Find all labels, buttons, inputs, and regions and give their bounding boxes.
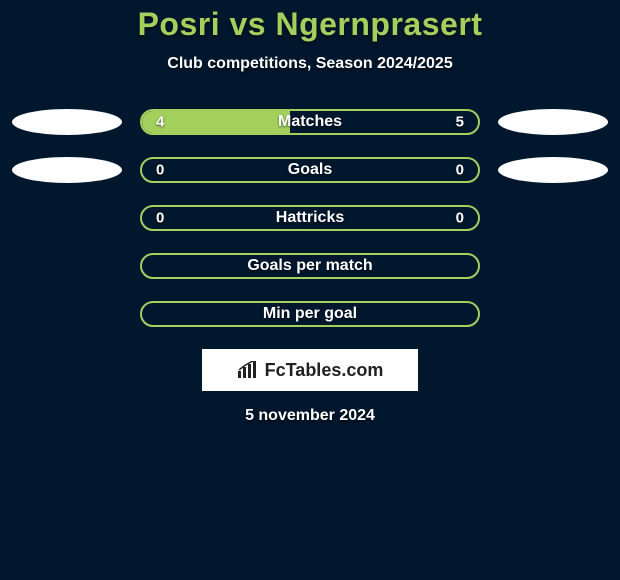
- stat-label: Min per goal: [263, 305, 357, 323]
- stat-bar: 0 Goals 0: [140, 157, 480, 183]
- stat-right-value: 5: [456, 114, 464, 131]
- stat-bar: Min per goal: [140, 301, 480, 327]
- left-spacer: [12, 253, 122, 279]
- page-title: Posri vs Ngernprasert: [0, 6, 620, 43]
- left-ellipse: [12, 157, 122, 183]
- stat-row: 0 Goals 0: [0, 157, 620, 183]
- stat-bar: Goals per match: [140, 253, 480, 279]
- right-spacer: [498, 253, 608, 279]
- stat-left-value: 4: [156, 114, 164, 131]
- left-spacer: [12, 301, 122, 327]
- stats-rows: 4 Matches 5 0 Goals 0 0 Hattricks 0 Goals per mat…: [0, 109, 620, 327]
- stat-bar: 0 Hattricks 0: [140, 205, 480, 231]
- stat-left-value: 0: [156, 162, 164, 179]
- stat-row: Goals per match: [0, 253, 620, 279]
- stat-row: 0 Hattricks 0: [0, 205, 620, 231]
- stat-row: 4 Matches 5: [0, 109, 620, 135]
- right-spacer: [498, 205, 608, 231]
- stat-label: Goals: [288, 161, 332, 179]
- stat-label: Goals per match: [247, 257, 372, 275]
- left-ellipse: [12, 109, 122, 135]
- stat-right-value: 0: [456, 210, 464, 227]
- stat-row: Min per goal: [0, 301, 620, 327]
- logo-text: FcTables.com: [265, 360, 384, 381]
- bar-chart-icon: [237, 361, 259, 379]
- date-text: 5 november 2024: [0, 407, 620, 425]
- stat-label: Hattricks: [276, 209, 344, 227]
- right-spacer: [498, 301, 608, 327]
- right-ellipse: [498, 157, 608, 183]
- right-ellipse: [498, 109, 608, 135]
- stat-right-value: 0: [456, 162, 464, 179]
- infographic-container: Posri vs Ngernprasert Club competitions,…: [0, 0, 620, 425]
- stat-label: Matches: [278, 113, 342, 131]
- subtitle: Club competitions, Season 2024/2025: [0, 55, 620, 73]
- stat-bar: 4 Matches 5: [140, 109, 480, 135]
- stat-left-value: 0: [156, 210, 164, 227]
- left-spacer: [12, 205, 122, 231]
- logo-box[interactable]: FcTables.com: [202, 349, 418, 391]
